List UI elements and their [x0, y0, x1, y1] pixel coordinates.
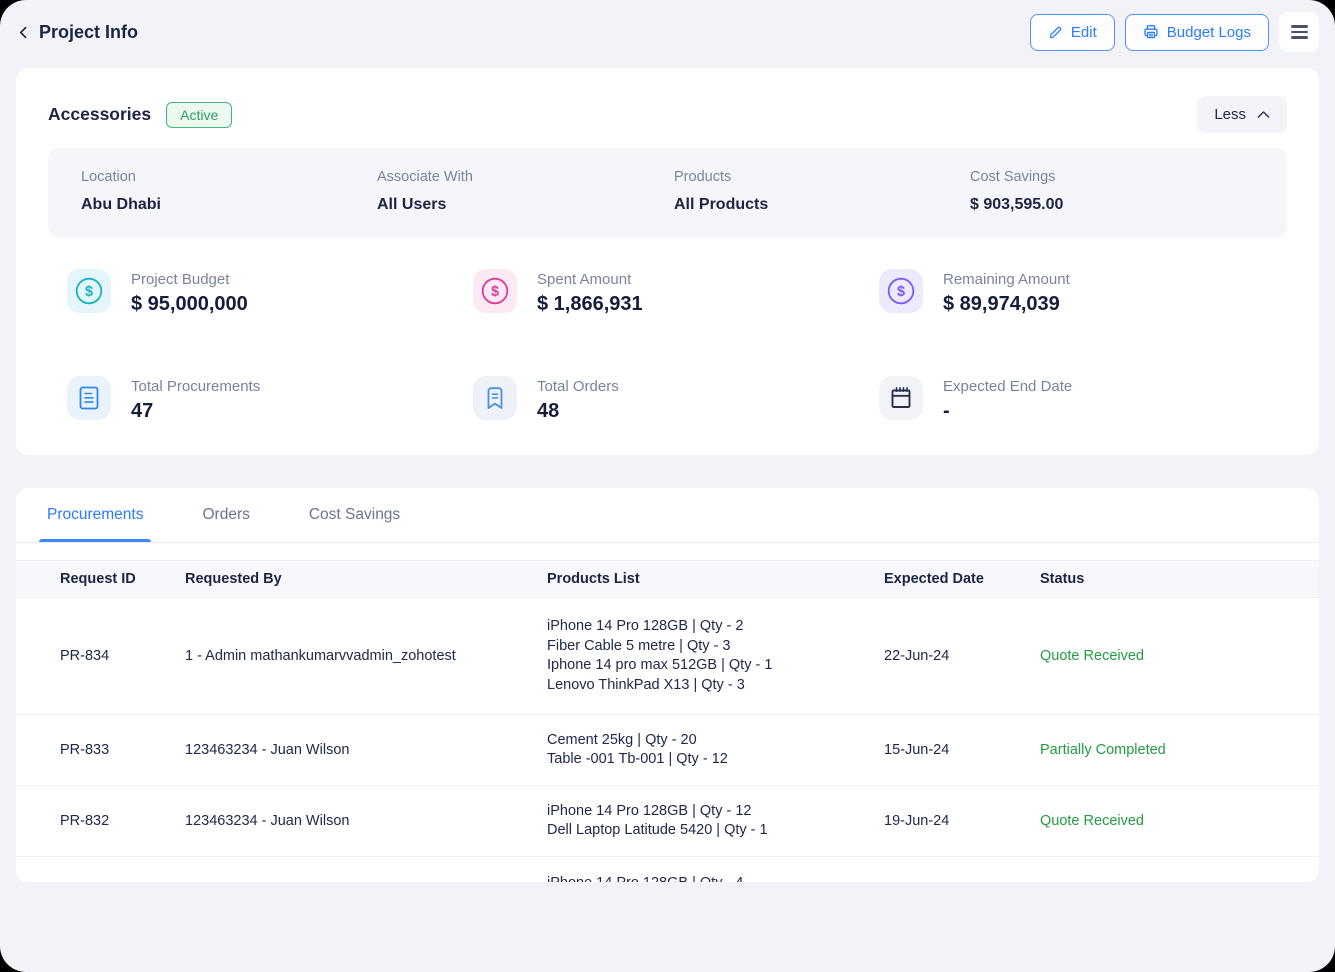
table-row[interactable]: PR-833 123463234 - Juan Wilson Cement 25…: [16, 715, 1319, 786]
cell-status: Quote Received: [1040, 813, 1144, 829]
cell-expected-date: 15-Jun-24: [884, 742, 950, 758]
project-summary-card: Accessories Active Less Location Abu Dha…: [16, 68, 1319, 455]
project-stats: $ Project Budget $ 95,000,000 $ Spent Am…: [67, 269, 1287, 423]
table-row[interactable]: iPhone 14 Pro 128GB | Qty - 4: [16, 857, 1319, 882]
collapse-button-label: Less: [1214, 106, 1246, 123]
cell-request-id: PR-832: [60, 813, 110, 829]
col-requested-by: Requested By: [185, 571, 282, 587]
bookmark-icon: [473, 376, 517, 420]
budget-logs-button[interactable]: Budget Logs: [1124, 13, 1269, 51]
cell-requested-by: 123463234 - Juan Wilson: [185, 742, 350, 758]
cell-products-list: iPhone 14 Pro 128GB | Qty - 12 Dell Lapt…: [547, 802, 768, 839]
detail-cost-savings: Cost Savings $ 903,595.00: [970, 169, 1064, 213]
col-products-list: Products List: [547, 571, 640, 587]
summary-head: Accessories Active Less: [48, 96, 1287, 133]
stat-spent-amount: $ Spent Amount $ 1,866,931: [473, 269, 879, 316]
back-chevron-icon[interactable]: [16, 25, 31, 40]
collapse-button[interactable]: Less: [1197, 96, 1287, 133]
tabs: Procurements Orders Cost Savings: [16, 488, 1319, 543]
page-title: Project Info: [39, 21, 139, 42]
cell-requested-by: 123463234 - Juan Wilson: [185, 813, 350, 829]
cell-expected-date: 19-Jun-24: [884, 813, 950, 829]
detail-location: Location Abu Dhabi: [81, 169, 161, 213]
project-name: Accessories: [48, 104, 152, 124]
tab-cost-savings[interactable]: Cost Savings: [308, 506, 401, 523]
status-badge: Active: [166, 101, 233, 128]
edit-button-label: Edit: [1070, 23, 1097, 41]
svg-text:$: $: [897, 284, 905, 300]
stat-project-budget: $ Project Budget $ 95,000,000: [67, 269, 473, 316]
cell-status: Quote Received: [1040, 648, 1144, 664]
stat-expected-end-date: Expected End Date -: [879, 376, 1287, 423]
procurements-card: Procurements Orders Cost Savings Request…: [16, 488, 1319, 882]
col-status: Status: [1040, 571, 1085, 587]
detail-products: Products All Products: [674, 169, 769, 213]
cell-requested-by: 1 - Admin mathankumarvvadmin_zohotest: [185, 648, 456, 664]
chevron-up-icon: [1257, 111, 1270, 118]
cell-request-id: PR-833: [60, 742, 110, 758]
dollar-circle-icon: $: [67, 269, 111, 313]
dollar-circle-icon: $: [473, 269, 517, 313]
pencil-icon: [1049, 26, 1062, 38]
cell-products-list: iPhone 14 Pro 128GB | Qty - 2 Fiber Cabl…: [547, 618, 773, 693]
stat-total-orders: Total Orders 48: [473, 376, 879, 423]
tab-orders[interactable]: Orders: [202, 506, 250, 523]
svg-text:$: $: [491, 284, 499, 300]
edit-button[interactable]: Edit: [1029, 13, 1115, 51]
cell-status: Partially Completed: [1040, 742, 1166, 758]
stat-total-procurements: Total Procurements 47: [67, 376, 473, 423]
project-details-strip: Location Abu Dhabi Associate With All Us…: [48, 148, 1287, 237]
topbar: Project Info Edit Budget Logs: [0, 0, 1335, 64]
svg-text:$: $: [85, 284, 93, 300]
budget-logs-button-label: Budget Logs: [1166, 23, 1251, 41]
table-row[interactable]: PR-832 123463234 - Juan Wilson iPhone 14…: [16, 786, 1319, 857]
tab-procurements[interactable]: Procurements: [39, 488, 152, 542]
breadcrumb[interactable]: Project Info: [16, 22, 138, 43]
calendar-icon: [879, 376, 923, 420]
detail-associate-with: Associate With All Users: [377, 169, 473, 213]
col-request-id: Request ID: [60, 571, 136, 587]
table-header: Request ID Requested By Products List Ex…: [16, 560, 1319, 598]
stat-remaining-amount: $ Remaining Amount $ 89,974,039: [879, 269, 1287, 316]
col-expected-date: Expected Date: [884, 571, 984, 587]
document-icon: [67, 376, 111, 420]
hamburger-menu-icon: [1290, 25, 1308, 28]
cell-products-list: Cement 25kg | Qty - 20 Table -001 Tb-001…: [547, 731, 728, 768]
table-row[interactable]: PR-834 1 - Admin mathankumarvvadmin_zoho…: [16, 598, 1319, 715]
cell-products-list: iPhone 14 Pro 128GB | Qty - 4: [547, 857, 884, 882]
topbar-actions: Edit Budget Logs: [1029, 12, 1319, 52]
cell-expected-date: 22-Jun-24: [884, 648, 950, 664]
dollar-circle-icon: $: [879, 269, 923, 313]
cell-request-id: PR-834: [60, 648, 110, 664]
hamburger-menu-button[interactable]: [1279, 12, 1319, 52]
printer-icon: [1144, 25, 1158, 39]
